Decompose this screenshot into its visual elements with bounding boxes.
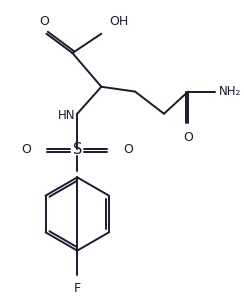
Text: S: S xyxy=(72,142,82,157)
Text: F: F xyxy=(74,282,81,295)
Text: O: O xyxy=(183,131,193,144)
Text: NH₂: NH₂ xyxy=(219,85,241,98)
Text: HN: HN xyxy=(58,109,75,122)
Text: O: O xyxy=(21,143,31,156)
Text: O: O xyxy=(123,143,133,156)
Text: OH: OH xyxy=(109,15,128,28)
Text: O: O xyxy=(40,15,49,28)
